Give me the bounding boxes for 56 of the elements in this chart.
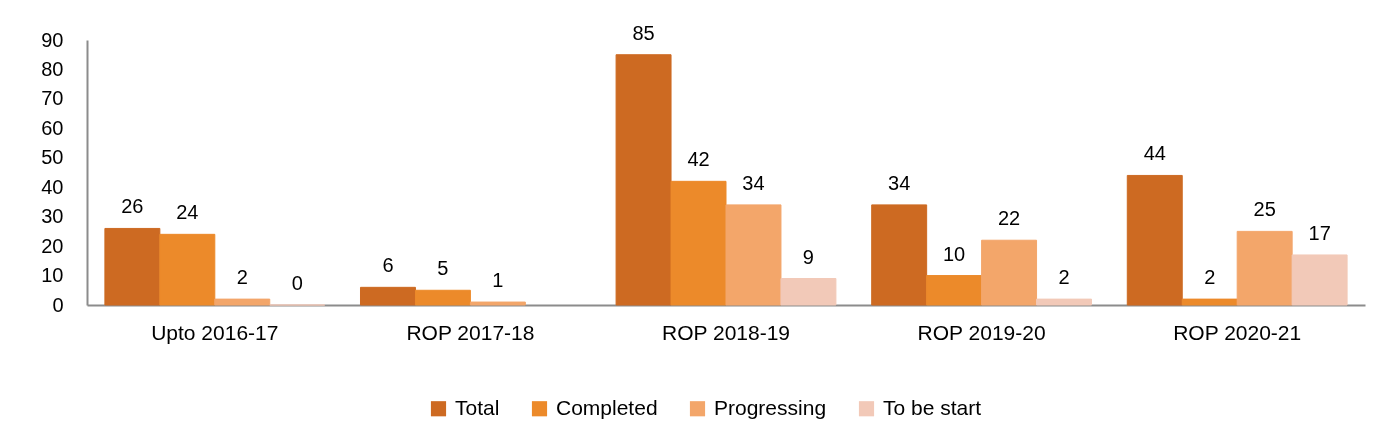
bar (871, 204, 928, 306)
y-tick-label: 60 (41, 116, 64, 139)
y-tick-label: 40 (41, 175, 64, 198)
data-label: 85 (632, 21, 655, 44)
y-tick-label: 20 (41, 234, 64, 257)
y-tick-label: 90 (41, 28, 64, 51)
data-label: 24 (176, 201, 199, 224)
data-label: 2 (1204, 266, 1216, 289)
legend-label: Progressing (714, 395, 827, 419)
data-label: 44 (1143, 142, 1166, 165)
data-label: 9 (802, 245, 814, 268)
data-label: 1 (492, 269, 504, 292)
data-label: 0 (291, 272, 303, 294)
x-tick-label: ROP 2020-21 (1173, 320, 1302, 344)
legend-label: To be start (883, 395, 982, 419)
data-label: 22 (997, 207, 1021, 230)
bar (725, 204, 782, 306)
data-label: 10 (943, 242, 966, 265)
bar (1291, 254, 1348, 306)
data-label: 5 (437, 257, 449, 280)
y-tick-label: 50 (41, 146, 64, 169)
bar (1126, 174, 1183, 306)
y-tick-label: 0 (52, 293, 64, 316)
data-label: 2 (236, 266, 248, 289)
y-tick-label: 10 (41, 264, 64, 287)
bar (214, 298, 271, 306)
bar (159, 233, 216, 306)
data-label: 6 (382, 254, 394, 277)
x-tick-label: Upto 2016-17 (151, 320, 279, 344)
bar (1236, 230, 1293, 306)
x-tick-label: ROP 2017-18 (406, 320, 535, 344)
legend-label: Total (455, 395, 500, 419)
x-tick-label: ROP 2019-20 (917, 320, 1046, 344)
x-tick-label: ROP 2018-19 (661, 320, 791, 344)
bar (414, 289, 471, 306)
bar (780, 278, 837, 306)
bar (926, 275, 983, 306)
bar (615, 54, 672, 306)
bar (1181, 298, 1238, 306)
y-tick-label: 80 (41, 57, 64, 80)
bar (981, 239, 1038, 306)
bar (359, 286, 416, 306)
data-label: 34 (742, 171, 765, 194)
bar (469, 301, 526, 306)
bar (104, 227, 161, 306)
y-tick-label: 30 (41, 205, 64, 228)
data-label: 34 (888, 171, 911, 194)
bar (1036, 298, 1093, 306)
legend-label: Completed (556, 395, 658, 419)
data-label: 2 (1058, 266, 1070, 289)
data-label: 42 (687, 148, 710, 171)
data-label: 26 (121, 195, 144, 218)
y-tick-label: 70 (41, 87, 64, 110)
bar (670, 180, 727, 306)
data-label: 25 (1253, 198, 1276, 221)
data-label: 17 (1308, 221, 1331, 244)
